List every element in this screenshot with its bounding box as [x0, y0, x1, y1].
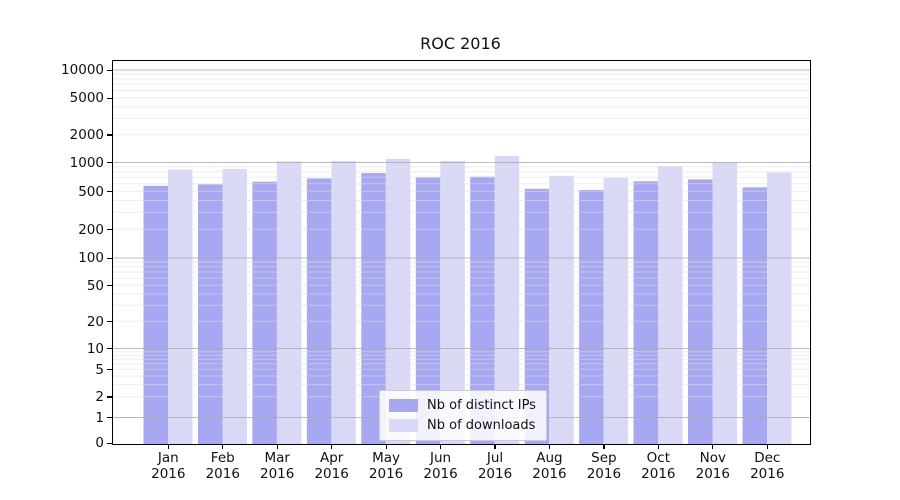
legend-swatch-icon: [389, 399, 418, 412]
y-tick-label: 5: [95, 361, 104, 378]
y-tick-label: 2000: [69, 126, 104, 143]
plot-area: [112, 60, 811, 445]
y-tick-label: 10000: [61, 62, 104, 79]
bar-nb-of-downloads: [331, 160, 356, 444]
bar-nb-of-downloads: [276, 161, 302, 444]
legend-item: Nb of downloads: [389, 418, 536, 433]
bar-nb-of-distinct-ips: [688, 179, 713, 444]
bar-nb-of-distinct-ips: [306, 178, 332, 444]
bar-nb-of-downloads: [712, 162, 737, 444]
bar-nb-of-distinct-ips: [633, 181, 658, 444]
x-tick-label: Sep 2016: [586, 450, 622, 482]
x-tick-label: May 2016: [368, 450, 404, 482]
y-tick-label: 1: [95, 409, 104, 426]
y-tick-label: 20: [86, 313, 104, 330]
bar-nb-of-distinct-ips: [252, 181, 277, 444]
x-tick-label: Oct 2016: [641, 450, 676, 482]
y-tick-label: 0: [95, 435, 104, 452]
x-tick-label: Nov 2016: [695, 450, 730, 482]
plot-canvas: [113, 69, 810, 444]
bar-nb-of-distinct-ips: [579, 190, 604, 444]
y-tick-label: 50: [86, 277, 104, 294]
x-tick-label: Dec 2016: [750, 450, 785, 482]
y-tick-label: 100: [78, 250, 104, 267]
bar-nb-of-downloads: [767, 172, 792, 444]
x-tick-label: Aug 2016: [532, 450, 567, 482]
y-tick-label: 10: [86, 340, 104, 357]
y-tick-label: 2: [95, 389, 104, 406]
bar-nb-of-downloads: [168, 169, 193, 444]
x-tick-label: Mar 2016: [260, 450, 295, 482]
bar-nb-of-downloads: [603, 177, 629, 444]
bar-nb-of-distinct-ips: [742, 187, 767, 444]
x-tick-label: Feb 2016: [205, 450, 240, 482]
chart-title: ROC 2016: [420, 34, 501, 53]
legend-label: Nb of downloads: [427, 418, 536, 433]
legend-label: Nb of distinct IPs: [427, 398, 536, 413]
x-tick-label: Jun 2016: [423, 450, 458, 482]
y-tick-label: 200: [78, 221, 104, 238]
y-tick-label: 500: [78, 183, 104, 200]
y-tick-label: 1000: [69, 154, 104, 171]
legend-swatch-icon: [389, 419, 418, 432]
x-tick-label: Apr 2016: [314, 450, 349, 482]
bar-nb-of-downloads: [549, 175, 574, 444]
bar-nb-of-downloads: [222, 169, 247, 444]
bar-nb-of-distinct-ips: [198, 184, 223, 444]
y-tick-label: 5000: [69, 90, 104, 107]
legend: Nb of distinct IPs Nb of downloads: [379, 390, 547, 441]
bar-nb-of-distinct-ips: [143, 185, 168, 444]
legend-item: Nb of distinct IPs: [389, 398, 536, 413]
x-tick-label: Jan 2016: [151, 450, 186, 482]
x-tick-label: Jul 2016: [477, 450, 513, 482]
